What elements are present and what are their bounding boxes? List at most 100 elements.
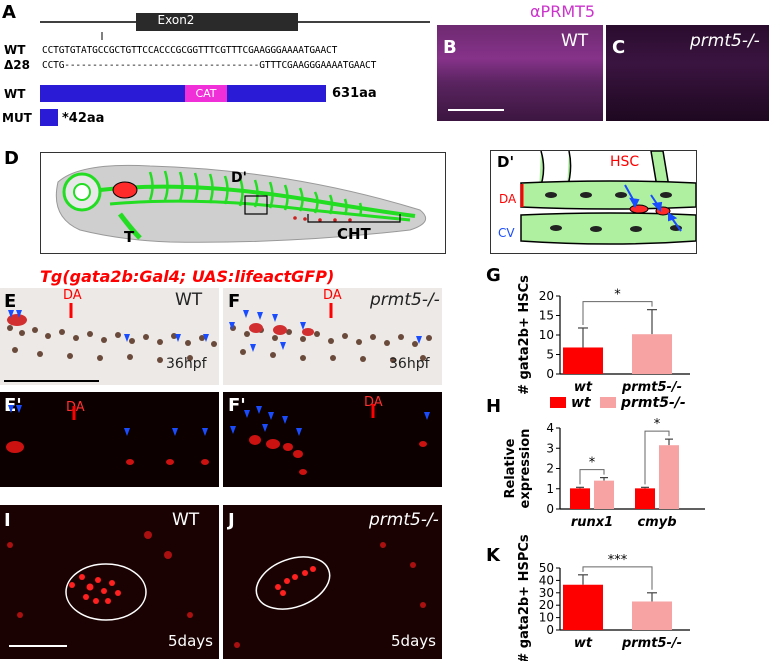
panel-label-j: J [228, 510, 235, 531]
embryo-frame [40, 152, 446, 254]
antibody-title: αPRMT5 [530, 2, 596, 21]
mut-thymus-image [223, 505, 442, 659]
da-label-e: DA [63, 288, 82, 303]
y-tick-label-G: 0 [546, 367, 554, 381]
x-tick-label-K: prmt5-/- [621, 636, 682, 651]
y-tick-label-G: 20 [539, 289, 554, 303]
y-tick-label-G: 15 [539, 309, 554, 323]
bar-G-0 [563, 347, 603, 374]
significance-bracket-K [582, 566, 653, 590]
bar-H-0-0 [570, 488, 590, 509]
transgene-title: Tg(gata2b:Gal4; UAS:lifeactGFP) [40, 267, 335, 286]
y-tick-label-H: 4 [546, 421, 554, 435]
del-seq-tag: Δ28 [4, 58, 30, 72]
mut-label-f: prmt5-/- [370, 290, 440, 310]
mut-label-c: prmt5-/- [690, 31, 760, 51]
wt-protein-tag: WT [4, 87, 26, 101]
significance-label-G: * [614, 288, 621, 303]
panel-label-c: C [612, 37, 626, 58]
stage-label-j: 5days [391, 632, 436, 650]
mut-label-j: prmt5-/- [369, 510, 439, 530]
wt-label-i: WT [172, 510, 200, 530]
vessel-inset [490, 150, 697, 254]
y-tick-label-H: 1 [546, 482, 554, 496]
panel-label-k: K [486, 545, 500, 566]
significance-label-K: *** [608, 553, 628, 568]
da-label-fprime: DA [364, 395, 383, 410]
mut-protein-tag: MUT [2, 111, 32, 125]
embryo-schematic [55, 164, 427, 243]
y-label-H-1: Relative [503, 438, 518, 498]
panel-label-e: E [4, 291, 17, 312]
y-tick-label-K: 10 [539, 611, 554, 625]
wt-thymus-image [0, 505, 219, 659]
mut-protein-length: *42aa [62, 111, 105, 126]
significance-label-H: * [589, 456, 596, 471]
significance-label-H: * [654, 417, 661, 432]
bar-K-0 [563, 584, 603, 630]
x-tick-label-H: runx1 [571, 515, 613, 530]
panel-label-g: G [486, 265, 501, 286]
significance-bracket-H [579, 469, 605, 485]
wt-protein-length: 631aa [332, 86, 377, 101]
panel-label-h: H [486, 396, 502, 417]
y-tick-label-H: 2 [546, 462, 554, 476]
arrow-overlay [8, 303, 430, 436]
y-label-H-2: expression [518, 429, 533, 509]
y-tick-label-K: 20 [539, 598, 554, 612]
stage-label-e: 36hpf [166, 356, 207, 372]
bar-H-0-1 [594, 480, 614, 509]
scale-bar-e [4, 380, 99, 382]
y-label-G: # gata2b+ HSCs [517, 275, 532, 395]
dprime-box-label: D' [231, 170, 247, 186]
wt-prmt5-image [437, 25, 603, 121]
panel-label-a: A [2, 2, 16, 23]
significance-bracket-G [582, 301, 653, 325]
x-tick-label-K: wt [574, 636, 593, 651]
mut-prmt5-image [606, 25, 769, 121]
da-label-d: DA [499, 192, 517, 206]
legend-swatch-H-1 [600, 397, 616, 408]
bar-H-1-1 [659, 445, 679, 509]
hsc-label: HSC [610, 154, 640, 170]
legend-label-H-0: wt [571, 395, 592, 411]
y-tick-label-K: 40 [539, 573, 554, 587]
panel-label-b: B [443, 37, 457, 58]
panel-label-d: D [4, 148, 19, 169]
panel-label-dprime: D' [497, 153, 515, 171]
bar-K-1 [632, 601, 672, 630]
y-tick-label-K: 0 [546, 623, 554, 637]
wt-protein-bar [40, 85, 326, 102]
del-sequence: CCTG-----------------------------------G… [42, 60, 377, 71]
panel-label-f: F [228, 291, 241, 312]
cv-label-d: CV [498, 226, 515, 240]
panel-label-fprime: F' [228, 395, 246, 416]
y-tick-label-H: 3 [546, 441, 554, 455]
bar-G-1 [632, 334, 672, 374]
x-tick-label-G: prmt5-/- [621, 380, 682, 395]
bar-H-1-0 [635, 488, 655, 509]
wt-label-e: WT [175, 290, 203, 310]
stage-label-f: 36hpf [389, 356, 430, 372]
thymus-label: T [124, 228, 135, 246]
stage-label-i: 5days [168, 632, 213, 650]
scale-bar-b [448, 109, 504, 111]
cat-domain: CAT [185, 85, 227, 102]
legend-swatch-H-0 [550, 397, 566, 408]
wt-seq-tag: WT [4, 43, 26, 57]
wt-label-b: WT [561, 31, 589, 51]
exon-diagram [40, 13, 430, 40]
y-tick-label-G: 5 [546, 348, 554, 362]
y-tick-label-K: 50 [539, 561, 554, 575]
x-tick-label-G: wt [574, 380, 593, 395]
cht-label: CHT [337, 225, 371, 243]
wt-fluorescence-image [0, 392, 219, 487]
wt-ish-image [0, 288, 219, 385]
exon-label: Exon2 [157, 13, 195, 27]
y-tick-label-H: 0 [546, 502, 554, 516]
y-tick-label-K: 30 [539, 586, 554, 600]
panel-label-i: I [4, 510, 11, 531]
legend-label-H-1: prmt5-/- [620, 395, 686, 411]
